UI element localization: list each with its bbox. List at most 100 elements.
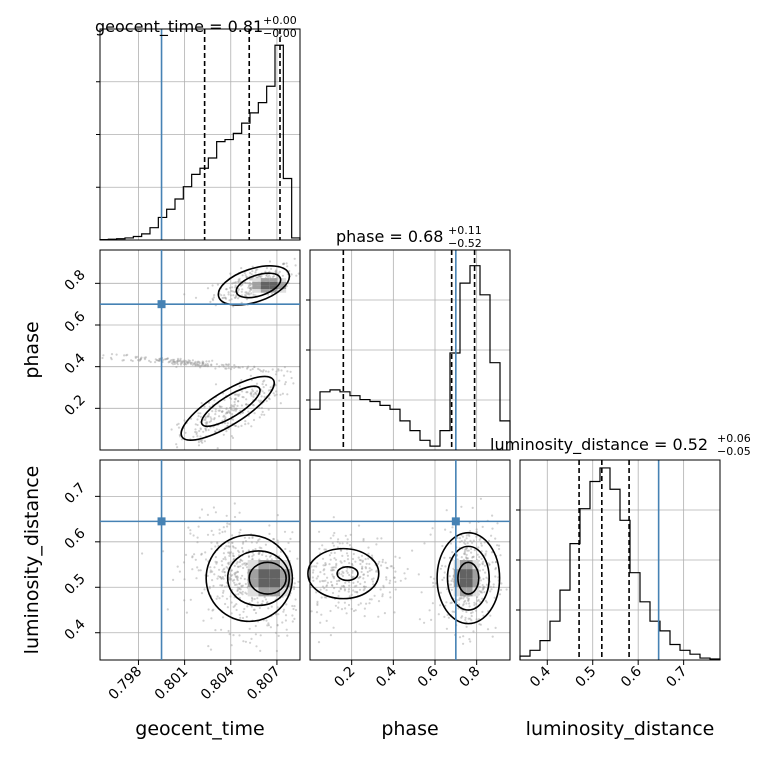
samples-phase-gt-lower-point xyxy=(199,439,202,442)
samples-ld-phase-left-point xyxy=(377,562,380,565)
samples-ld-phase-right-point xyxy=(479,497,482,500)
samples-ld-phase-left-point xyxy=(330,566,333,569)
samples-ld-phase-right-point xyxy=(484,552,487,556)
samples-ld-phase-left-point xyxy=(357,577,360,580)
samples-phase-gt-band-point xyxy=(251,367,254,371)
samples-ld-phase-left-point xyxy=(335,562,338,566)
samples-ld-gt-point xyxy=(264,543,267,546)
density-ld-gt-cell xyxy=(269,587,280,597)
samples-ld-phase-right-point xyxy=(451,578,454,581)
samples-ld-gt-point xyxy=(206,574,209,578)
samples-ld-phase-right-point xyxy=(487,539,491,543)
samples-ld-gt-point xyxy=(226,525,229,528)
samples-ld-gt-point xyxy=(241,559,244,562)
samples-ld-phase-right-point xyxy=(450,579,453,583)
samples-phase-gt-lower-point xyxy=(235,393,238,396)
samples-ld-gt-point xyxy=(210,617,213,620)
samples-phase-gt-band-point xyxy=(168,360,171,363)
samples-phase-gt-band-point xyxy=(195,363,198,366)
samples-ld-phase-right-point xyxy=(472,555,475,558)
samples-phase-gt-band-point xyxy=(185,363,188,366)
samples-ld-phase-left-point xyxy=(351,571,354,574)
samples-ld-phase-right-point xyxy=(478,590,481,593)
samples-phase-gt-lower-point xyxy=(255,393,258,396)
samples-ld-gt-point xyxy=(254,624,257,628)
samples-ld-phase-right-point xyxy=(481,588,484,591)
samples-ld-gt-point xyxy=(228,554,231,558)
samples-ld-phase-left-point xyxy=(323,568,326,571)
samples-ld-phase-left-point xyxy=(331,568,334,572)
samples-phase-gt-lower-point xyxy=(260,406,263,410)
samples-ld-gt-point xyxy=(281,621,284,624)
samples-ld-gt-point xyxy=(241,593,244,596)
samples-ld-phase-right-point xyxy=(475,618,478,621)
samples-phase-gt-band-point xyxy=(198,362,201,365)
samples-phase-gt-upper-point xyxy=(250,292,253,295)
samples-phase-gt-band-point xyxy=(179,359,182,362)
samples-ld-phase-left-point xyxy=(344,581,347,584)
samples-phase-gt-lower-point xyxy=(218,409,221,412)
samples-phase-gt-band-point xyxy=(186,362,190,365)
samples-phase-gt-lower-point xyxy=(203,405,206,408)
samples-ld-phase-left-point xyxy=(376,537,379,540)
density-ld-phase-cell xyxy=(453,560,460,570)
samples-phase-gt-band-point xyxy=(163,358,166,361)
samples-phase-gt-band-point xyxy=(101,356,104,360)
samples-ld-gt-point xyxy=(200,508,204,511)
xlabel-phase: phase xyxy=(381,718,438,740)
title-geocent-time: geocent_time = 0.81 xyxy=(95,17,263,37)
density-ld-gt-cell xyxy=(258,569,270,579)
samples-ld-phase-right-point xyxy=(479,579,482,582)
samples-phase-gt-band-point xyxy=(184,359,187,362)
samples-ld-phase-left-point xyxy=(373,594,376,597)
samples-ld-phase-right-point xyxy=(458,540,462,544)
contour-ld-gt-mid xyxy=(226,550,291,607)
samples-phase-gt-band-point xyxy=(176,360,179,363)
samples-ld-phase-left-point xyxy=(383,612,386,615)
samples-ld-gt-point xyxy=(251,597,254,601)
samples-ld-gt-point xyxy=(276,624,279,627)
samples-ld-phase-left-point xyxy=(406,567,409,571)
samples-ld-phase-right-point xyxy=(467,533,470,536)
samples-ld-phase-left-point xyxy=(350,546,353,549)
samples-ld-gt-point xyxy=(225,597,229,600)
samples-ld-gt-point xyxy=(284,619,287,622)
samples-ld-phase-right-point xyxy=(480,591,484,594)
samples-ld-phase-right-point xyxy=(465,602,468,605)
samples-ld-gt-point xyxy=(242,610,245,613)
samples-phase-gt-band-point xyxy=(227,363,230,366)
samples-phase-gt-lower-point xyxy=(206,415,210,418)
samples-ld-gt-point xyxy=(284,614,288,617)
samples-ld-gt-point xyxy=(247,555,250,559)
samples-phase-gt-band-point xyxy=(139,357,143,360)
density-phase-gt-cell xyxy=(277,278,287,282)
samples-ld-phase-left-point xyxy=(324,579,327,582)
samples-phase-gt-lower-point xyxy=(283,366,286,369)
samples-ld-gt-point xyxy=(226,522,229,525)
samples-ld-gt-point xyxy=(237,565,240,568)
samples-ld-phase-right-point xyxy=(431,602,434,605)
samples-ld-phase-right-point xyxy=(465,547,468,550)
samples-phase-gt-band-point xyxy=(225,367,228,370)
samples-phase-gt-upper-point xyxy=(209,300,212,303)
samples-phase-gt-lower-point xyxy=(226,411,229,415)
samples-phase-gt-lower-point xyxy=(244,423,247,426)
samples-phase-gt-upper-point xyxy=(255,276,259,279)
panel-frame xyxy=(309,459,511,661)
samples-phase-gt-lower-point xyxy=(252,418,256,422)
samples-ld-gt-point xyxy=(223,585,226,588)
samples-ld-gt-point xyxy=(231,579,234,582)
samples-ld-gt-point xyxy=(258,538,261,541)
samples-ld-phase-right-point xyxy=(464,618,467,622)
samples-phase-gt-band-point xyxy=(183,360,186,363)
samples-phase-gt-lower-point xyxy=(237,400,240,403)
samples-ld-gt-point xyxy=(258,551,261,554)
samples-ld-phase-right-point xyxy=(465,557,468,560)
samples-ld-phase-left-point xyxy=(394,555,397,558)
samples-phase-gt-band-point xyxy=(122,359,125,362)
samples-ld-phase-right-point xyxy=(476,553,479,556)
samples-ld-gt-point xyxy=(243,562,246,565)
samples-ld-gt-point xyxy=(189,529,192,532)
samples-ld-phase-right-point xyxy=(439,567,442,570)
samples-phase-gt-lower-point xyxy=(214,383,218,386)
